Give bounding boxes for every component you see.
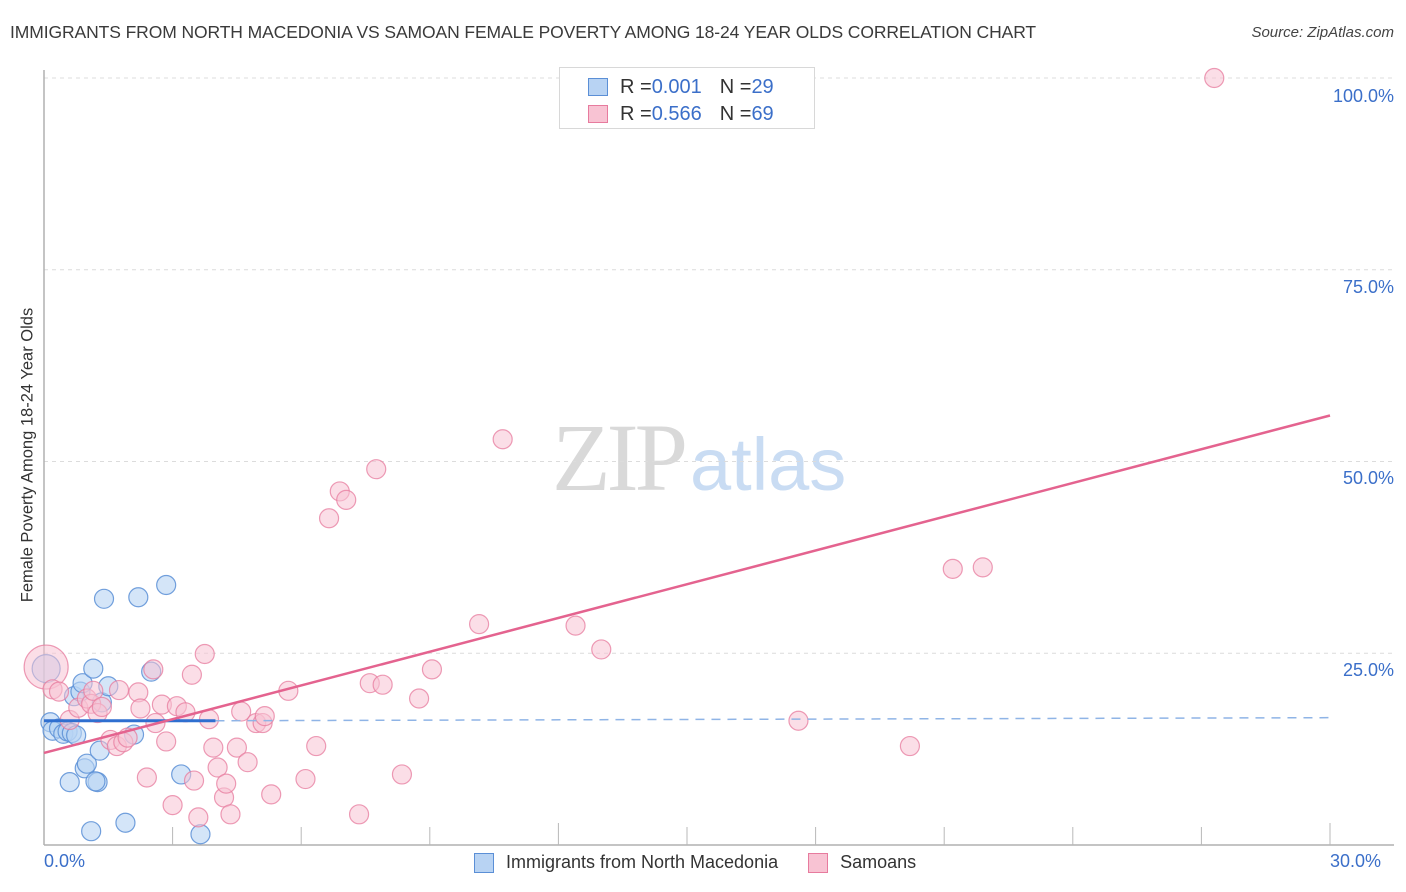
trend-lines [43,414,1331,755]
axes [43,70,1394,846]
data-point-samoans[interactable] [391,764,413,785]
trend-line-samoans [43,414,1331,755]
data-point-samoans[interactable] [336,489,357,510]
data-point-samoans[interactable] [408,688,430,709]
blue-swatch-icon [474,852,494,873]
data-point-samoans[interactable] [162,795,183,816]
legend-row-samoans: R = 0.566 N = 69 [588,102,774,126]
legend-n-label: N = [719,75,752,98]
series-legend: Immigrants from North Macedonia Samoans [474,852,946,873]
legend-item-samoans[interactable]: Samoans [808,852,916,873]
data-point-samoans[interactable] [318,508,340,529]
data-point-north-macedonia[interactable] [81,821,102,842]
data-point-samoans[interactable] [306,735,327,757]
data-point-samoans[interactable] [565,615,586,636]
source-label: Source: ZipAtlas.com [1251,24,1394,41]
data-point-samoans[interactable] [254,706,275,727]
legend-label: Samoans [840,852,917,872]
data-point-samoans[interactable] [207,757,228,778]
data-point-north-macedonia[interactable] [156,574,177,596]
data-point-samoans[interactable] [130,698,151,719]
watermark-atlas: atlas [690,423,847,506]
pink-swatch-icon [808,852,829,873]
data-point-north-macedonia[interactable] [76,753,97,774]
chart-title: IMMIGRANTS FROM NORTH MACEDONIA VS SAMOA… [10,22,1037,42]
data-point-samoans[interactable] [295,768,316,790]
legend-n-value: 29 [751,75,774,98]
data-point-samoans[interactable] [366,459,387,480]
trend-line-north-macedonia-extended [215,716,1331,722]
data-point-samoans[interactable] [226,737,247,758]
data-point-north-macedonia[interactable] [85,771,106,792]
data-point-samoans[interactable] [942,558,963,579]
x-tick-30: 30.0% [1330,851,1382,871]
gridlines [44,77,1394,654]
data-point-samoans[interactable] [348,804,370,825]
x-tick-0: 0.0% [44,851,86,871]
legend-r-label: R = [620,75,652,98]
data-point-samoans[interactable] [194,643,215,665]
y-tick-50: 50.0% [1342,468,1394,488]
watermark: ZIPatlas [552,402,846,513]
data-point-samoans[interactable] [492,429,513,450]
pink-swatch-icon [588,105,608,123]
data-point-samoans[interactable] [1204,67,1225,89]
data-point-samoans[interactable] [183,770,205,791]
data-point-samoans[interactable] [788,710,809,731]
data-point-samoans[interactable] [421,659,443,680]
data-point-samoans[interactable] [181,664,202,685]
blue-swatch-icon [588,78,608,96]
data-point-samoans[interactable] [972,557,993,578]
y-tick-75: 75.0% [1342,277,1394,297]
data-point-samoans[interactable] [91,696,112,718]
data-point-samoans[interactable] [143,659,164,680]
y-tick-25: 25.0% [1342,660,1394,680]
data-point-samoans[interactable] [372,674,393,695]
data-point-north-macedonia[interactable] [59,772,80,793]
legend-n-label: N = [719,102,752,125]
data-point-samoans[interactable] [203,737,224,758]
data-point-samoans[interactable] [83,680,104,701]
data-point-samoans[interactable] [216,773,237,794]
data-point-samoans[interactable] [899,735,921,757]
data-point-samoans[interactable] [591,639,612,660]
data-point-north-macedonia[interactable] [83,658,104,679]
data-point-samoans[interactable] [468,614,490,635]
data-point-samoans[interactable] [237,752,258,773]
legend-n-value: 69 [751,102,774,125]
series-samoans-points [23,67,1225,828]
legend-r-label: R = [620,102,652,125]
y-tick-100: 100.0% [1332,86,1394,106]
data-point-samoans[interactable] [156,731,177,752]
data-point-north-macedonia[interactable] [115,812,136,833]
data-point-samoans[interactable] [136,767,157,788]
legend-r-value: 0.566 [651,102,702,125]
watermark-zip: ZIP [552,404,688,511]
data-point-samoans[interactable] [188,807,209,828]
legend-item-north-macedonia[interactable]: Immigrants from North Macedonia [474,852,778,873]
data-point-north-macedonia[interactable] [190,824,211,845]
legend-r-value: 0.001 [651,75,702,98]
legend-row-north-macedonia: R = 0.001 N = 29 [588,75,774,99]
data-point-samoans[interactable] [108,679,130,701]
correlation-legend: R = 0.001 N = 29 R = 0.566 N = 69 [559,67,815,129]
legend-label: Immigrants from North Macedonia [506,852,779,872]
data-point-north-macedonia[interactable] [128,587,149,608]
data-point-samoans[interactable] [175,702,196,723]
data-point-north-macedonia[interactable] [93,588,115,609]
y-axis-label: Female Poverty Among 18-24 Year Olds [18,307,37,603]
data-point-samoans[interactable] [220,804,241,825]
data-point-samoans[interactable] [261,784,282,805]
data-point-samoans[interactable] [48,681,70,702]
